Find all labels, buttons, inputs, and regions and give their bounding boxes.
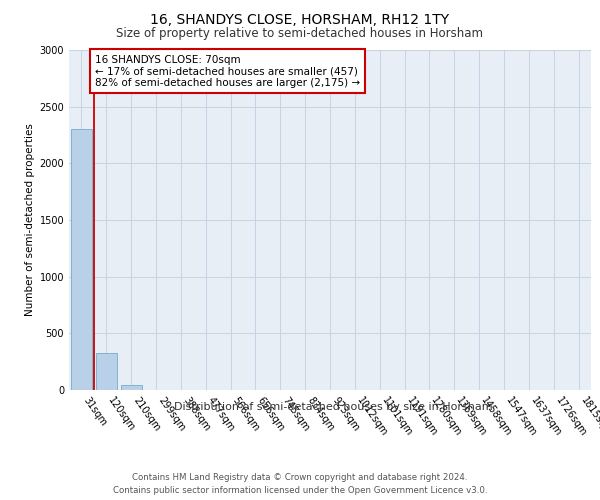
Text: Size of property relative to semi-detached houses in Horsham: Size of property relative to semi-detach… [116, 28, 484, 40]
Bar [121, 386, 142, 390]
Text: 16 SHANDYS CLOSE: 70sqm
← 17% of semi-detached houses are smaller (457)
82% of s: 16 SHANDYS CLOSE: 70sqm ← 17% of semi-de… [95, 54, 360, 88]
Bar [96, 352, 117, 390]
Text: 16, SHANDYS CLOSE, HORSHAM, RH12 1TY: 16, SHANDYS CLOSE, HORSHAM, RH12 1TY [151, 12, 449, 26]
Bar [71, 130, 92, 390]
Text: Contains HM Land Registry data © Crown copyright and database right 2024.
Contai: Contains HM Land Registry data © Crown c… [113, 474, 487, 495]
Y-axis label: Number of semi-detached properties: Number of semi-detached properties [25, 124, 35, 316]
Text: Distribution of semi-detached houses by size in Horsham: Distribution of semi-detached houses by … [173, 402, 493, 412]
